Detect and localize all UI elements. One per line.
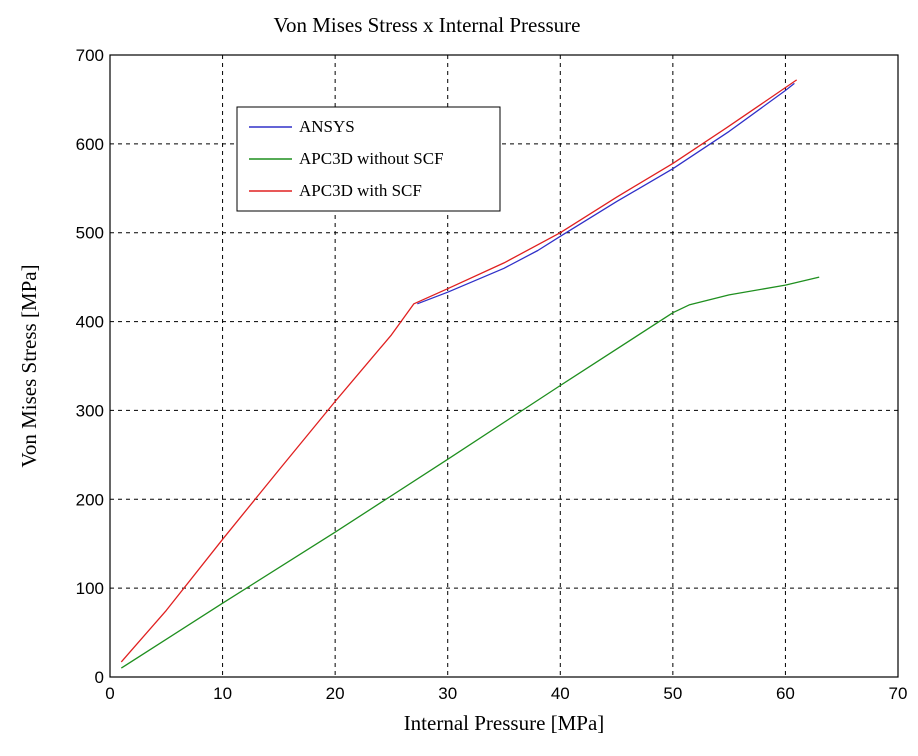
- legend-label-ansys: ANSYS: [299, 117, 355, 136]
- series-group: [120, 79, 820, 669]
- x-tick-label: 60: [776, 684, 795, 703]
- y-tick-label: 500: [76, 224, 104, 243]
- legend: ANSYS APC3D without SCF APC3D with SCF: [236, 106, 501, 212]
- series-line-apc3d-without-scf: [120, 276, 820, 669]
- y-tick-label: 400: [76, 313, 104, 332]
- chart-title: Von Mises Stress x Internal Pressure: [273, 13, 580, 37]
- plot-area: [109, 54, 899, 678]
- x-tick-label: 40: [551, 684, 570, 703]
- y-axis-label: Von Mises Stress [MPa]: [17, 264, 41, 467]
- x-tick-label: 20: [326, 684, 345, 703]
- x-tick-label: 10: [213, 684, 232, 703]
- x-tick-label: 30: [438, 684, 457, 703]
- x-tick-label: 70: [889, 684, 908, 703]
- series-line-apc3d-with-scf: [120, 79, 798, 663]
- series-line-ansys: [417, 82, 795, 305]
- y-tick-label: 0: [95, 668, 104, 687]
- y-tick-label: 300: [76, 401, 104, 420]
- legend-label-apc3d-without-scf: APC3D without SCF: [299, 149, 444, 168]
- y-tick-label: 200: [76, 490, 104, 509]
- x-axis-label: Internal Pressure [MPa]: [404, 711, 605, 735]
- grid: [110, 55, 898, 677]
- legend-label-apc3d-with-scf: APC3D with SCF: [299, 181, 422, 200]
- y-tick-label: 700: [76, 46, 104, 65]
- x-tick-label: 50: [663, 684, 682, 703]
- y-tick-label: 600: [76, 135, 104, 154]
- y-tick-label: 100: [76, 579, 104, 598]
- x-tick-label: 0: [105, 684, 114, 703]
